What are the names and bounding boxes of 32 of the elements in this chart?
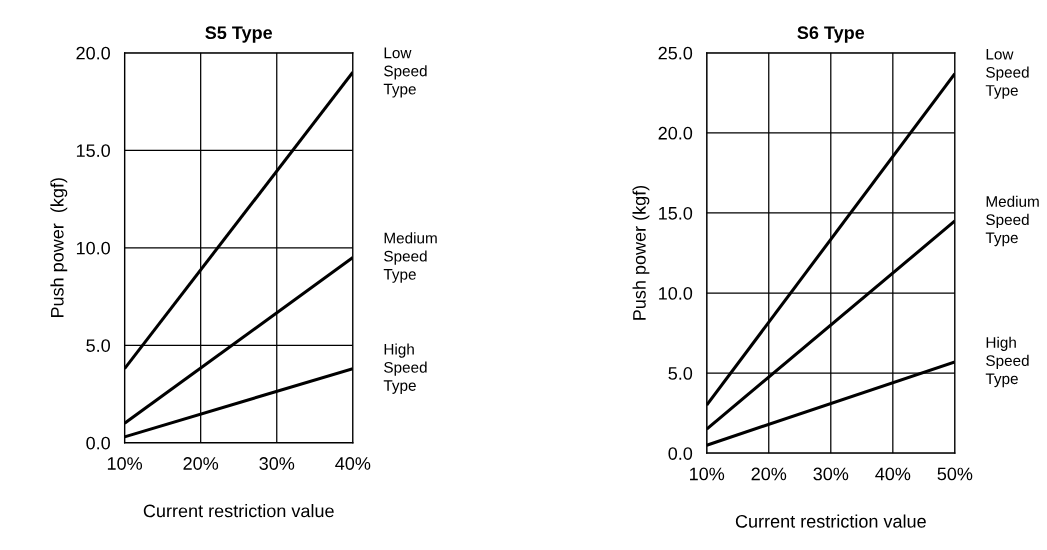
y-tick-label: 5.0 — [86, 339, 110, 352]
y-tick-label: 10.0 — [76, 241, 110, 255]
text: Low Speed Type — [985, 48, 1029, 99]
y-tick-label: 20.0 — [658, 126, 693, 140]
x-tick-label: 40% — [875, 467, 911, 481]
text: Medium Speed Type — [985, 195, 1039, 247]
y-tick-label: 0.0 — [86, 436, 110, 450]
y-tick-label: 10.0 — [659, 286, 693, 300]
y-axis-title: Push power (kgf) — [632, 185, 650, 320]
x-axis-title: Current restriction value — [143, 504, 334, 518]
x-tick-label: 20% — [751, 467, 787, 481]
text: Low Speed Type — [383, 47, 427, 98]
x-tick-label: 10% — [690, 467, 725, 481]
y-tick-label: 15.0 — [659, 206, 693, 220]
y-tick-label: 15.0 — [76, 144, 110, 158]
x-tick-label: 30% — [259, 457, 295, 470]
y-tick-label: 5.0 — [668, 367, 693, 380]
text: Medium Speed Type — [383, 232, 437, 283]
y-tick-label: 20.0 — [76, 46, 110, 60]
y-tick-label: 25.0 — [658, 46, 693, 60]
y-tick-label: 0.0 — [668, 447, 693, 460]
chart-title: S5 Type — [205, 26, 273, 43]
y-axis-title: Push power (kgf) — [50, 178, 68, 318]
x-tick-label: 20% — [183, 457, 219, 470]
x-tick-label: 50% — [937, 467, 973, 481]
text: High Speed Type — [383, 343, 427, 394]
x-axis-title: Current restriction value — [735, 514, 926, 528]
x-tick-label: 10% — [107, 457, 143, 470]
x-tick-label: 40% — [335, 457, 371, 470]
x-tick-label: 30% — [813, 467, 849, 481]
text: High Speed Type — [985, 336, 1029, 388]
chart-title: S6 Type — [797, 26, 865, 43]
